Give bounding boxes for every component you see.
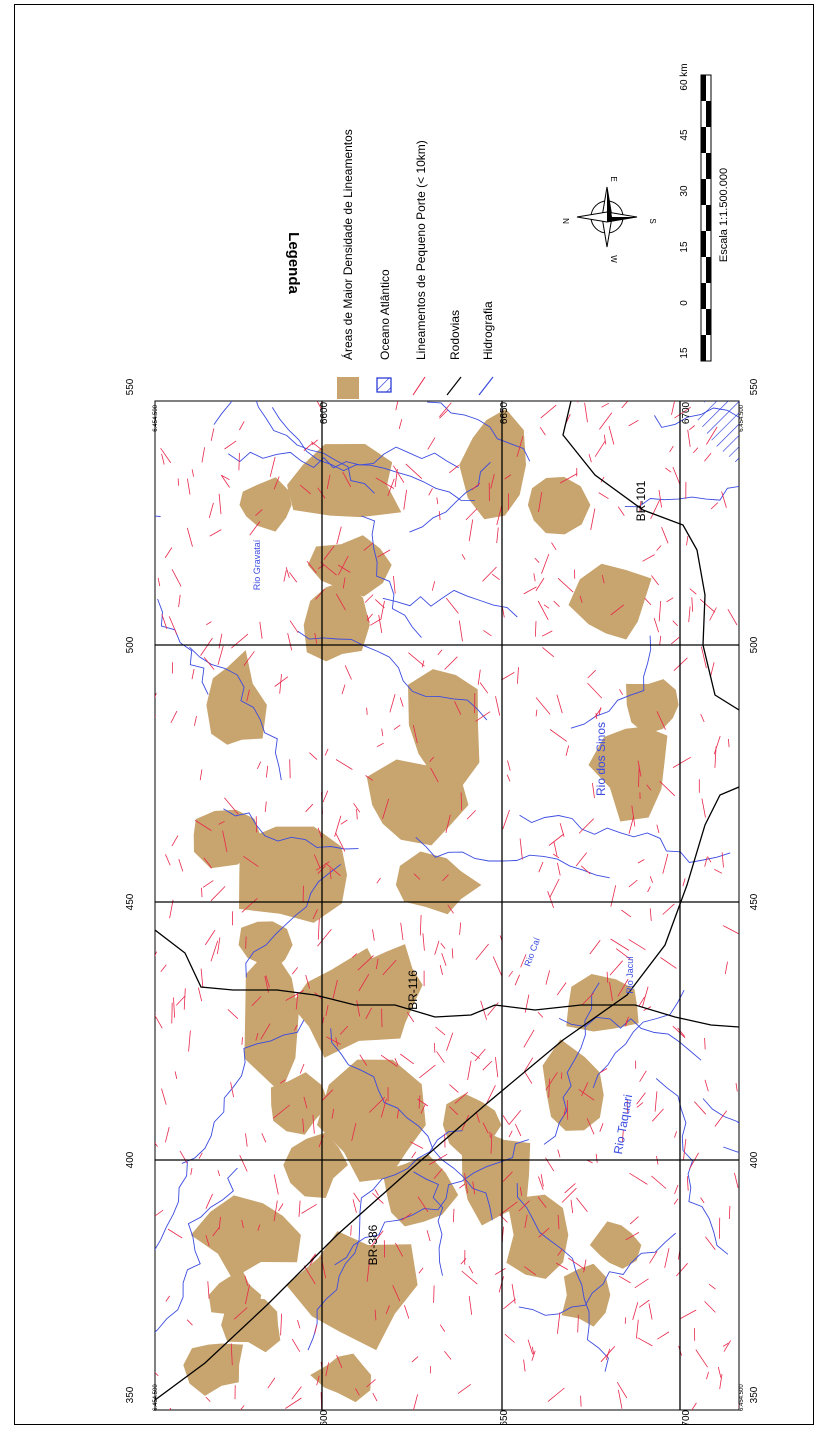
legend-symbol-river	[478, 376, 494, 396]
road-br-101	[562, 401, 739, 711]
easting-label-right-500: 500	[749, 636, 760, 653]
road-br-116	[155, 929, 739, 1028]
legend-label-road: Rodovias	[448, 310, 462, 360]
easting-label-right-450: 450	[749, 893, 760, 910]
legend-label-density: Áreas de Maior Densidade de Lineamentos	[340, 129, 355, 360]
ocean-area	[697, 401, 739, 465]
map-frame: Legenda Áreas de Maior Densidade de Line…	[14, 4, 814, 1425]
compass-w: W	[609, 255, 618, 263]
easting-label-550: 550	[125, 378, 136, 395]
northing-label-6600-bottom: 6600	[319, 1409, 330, 1424]
legend-symbol-density	[337, 377, 359, 399]
road-label-br-386: BR-386	[366, 1224, 380, 1265]
legend-label-river: Hidrografia	[481, 301, 495, 360]
legend-symbol-ocean	[376, 377, 392, 393]
scale-bar: 15 0 15 30 45 60 km Escala 1:1.500.000	[679, 63, 730, 362]
scale-tick-4: 45	[679, 129, 690, 141]
legend: Legenda Áreas de Maior Densidade de Line…	[285, 129, 495, 399]
legend-label-lineament: Lineamentos de Pequeno Porte (< 10km)	[414, 140, 428, 360]
compass-s: S	[648, 218, 657, 223]
easting-label-right-350: 350	[749, 1386, 760, 1403]
corner-label-br: 6.454.500	[739, 1384, 745, 1411]
hydrography	[155, 401, 739, 1372]
lineaments	[155, 401, 739, 1410]
river-label-sinos: Rio dos Sinos	[594, 722, 608, 796]
easting-label-right-400: 400	[749, 1151, 760, 1168]
northing-label-6600-top: 6600	[319, 401, 330, 424]
easting-label-right-550: 550	[749, 378, 760, 395]
northing-label-6650-bottom: 6650	[499, 1409, 510, 1424]
easting-label-350: 350	[125, 1386, 136, 1403]
legend-title: Legenda	[285, 232, 302, 294]
scale-tick-0: 15	[679, 347, 690, 359]
legend-symbol-lineament	[412, 376, 426, 396]
easting-label-500: 500	[125, 636, 136, 653]
compass-rose-icon: N S E W	[561, 176, 657, 263]
corner-label-tl: 6.454.500	[153, 404, 159, 431]
scale-tick-5: 60 km	[679, 63, 690, 90]
easting-label-450: 450	[125, 893, 136, 910]
legend-symbol-road	[446, 376, 462, 396]
legend-label-ocean: Oceano Atlântico	[378, 269, 392, 360]
density-areas	[183, 409, 679, 1403]
roads	[155, 401, 739, 1401]
map-canvas: Legenda Áreas de Maior Densidade de Line…	[125, 63, 760, 1424]
river-label-jacui: Rio Jacuí	[625, 956, 635, 994]
northing-label-6700-bottom: 6700	[681, 1409, 692, 1424]
scale-tick-3: 30	[679, 185, 690, 197]
corner-label-bl: 6.454.500	[153, 1384, 159, 1411]
northing-label-6700-top: 6700	[681, 401, 692, 424]
scale-tick-2: 15	[679, 241, 690, 253]
scale-caption: Escala 1:1.500.000	[718, 168, 730, 262]
northing-label-6650-top: 6650	[499, 401, 510, 424]
road-label-br-116: BR-116	[406, 970, 420, 1010]
compass-e: E	[609, 176, 618, 181]
road-br-386	[155, 786, 739, 1401]
road-label-br-101: BR-101	[634, 480, 648, 521]
map-panel: 350 400 450 500 550 350 400 450 500 550 …	[125, 378, 760, 1424]
river-label-gravatai: Rio Gravataí	[252, 539, 262, 590]
coordinate-grid	[155, 401, 739, 1410]
compass-n: N	[561, 218, 570, 224]
corner-label-tr: 6.454.500	[739, 404, 745, 431]
easting-label-400: 400	[125, 1151, 136, 1168]
scale-tick-1: 0	[679, 300, 690, 306]
